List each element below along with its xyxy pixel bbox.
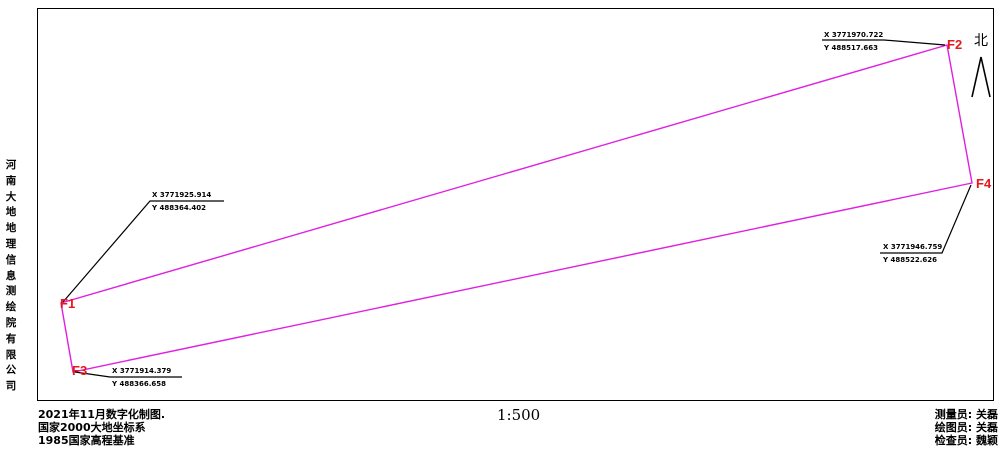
point-f1-annotation: X 3771925.914 Y 488364.402 F1 bbox=[60, 191, 224, 311]
point-f4-x: X 3771946.759 bbox=[883, 243, 942, 251]
staff-list: 测量员: 关磊 绘图员: 关磊 检查员: 魏颖 bbox=[935, 408, 998, 447]
point-f3-label: F3 bbox=[72, 363, 87, 378]
staff-drafter: 绘图员: 关磊 bbox=[934, 421, 998, 434]
point-f1-label: F1 bbox=[60, 296, 75, 311]
note-date: 2021年11月数字化制图. bbox=[38, 408, 166, 421]
map-scale: 1:500 bbox=[497, 406, 541, 424]
organization-name: 河南大地地理信息测绘院有限公司 bbox=[5, 159, 17, 393]
map-frame bbox=[37, 8, 994, 401]
parcel-boundary bbox=[60, 44, 973, 373]
point-f1-x: X 3771925.914 bbox=[152, 191, 211, 199]
map-notes: 2021年11月数字化制图. 国家2000大地坐标系 1985国家高程基准 bbox=[38, 408, 165, 447]
point-f3-y: Y 488366.658 bbox=[111, 380, 166, 388]
point-f4-annotation: X 3771946.759 Y 488522.626 F4 bbox=[880, 176, 992, 264]
north-arrow: 北 bbox=[971, 33, 991, 98]
north-arrow-icon bbox=[971, 56, 991, 98]
point-f4-label: F4 bbox=[976, 176, 992, 191]
note-coordinate-system: 国家2000大地坐标系 bbox=[38, 421, 146, 434]
point-f4-y: Y 488522.626 bbox=[882, 256, 937, 264]
staff-checker: 检查员: 魏颖 bbox=[934, 434, 998, 447]
point-f2-annotation: X 3771970.722 Y 488517.663 F2 bbox=[822, 31, 962, 52]
north-label: 北 bbox=[974, 33, 988, 49]
point-f2-label: F2 bbox=[947, 37, 962, 52]
point-f2-x: X 3771970.722 bbox=[824, 31, 883, 39]
staff-surveyor: 测量员: 关磊 bbox=[934, 408, 998, 421]
note-elevation-datum: 1985国家高程基准 bbox=[38, 434, 135, 447]
point-f2-y: Y 488517.663 bbox=[823, 44, 878, 52]
point-f3-x: X 3771914.379 bbox=[112, 367, 171, 375]
point-f3-annotation: X 3771914.379 Y 488366.658 F3 bbox=[72, 363, 182, 388]
point-f1-y: Y 488364.402 bbox=[151, 204, 206, 212]
